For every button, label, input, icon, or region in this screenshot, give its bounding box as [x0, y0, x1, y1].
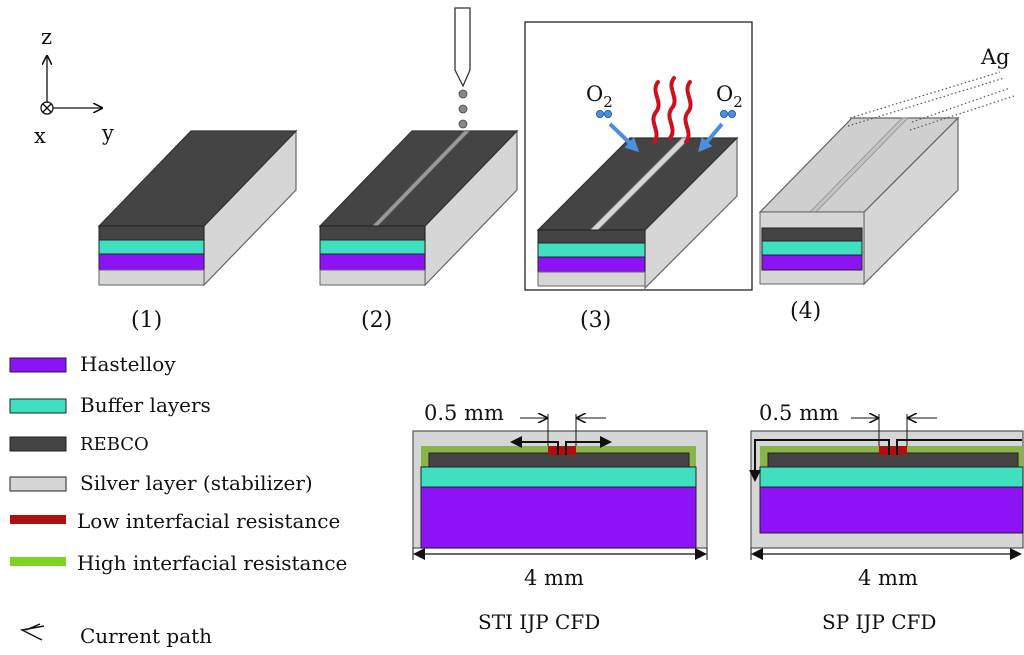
- legend-label-hastelloy: Hastelloy: [80, 352, 176, 376]
- legend: Hastelloy Buffer layers REBCO Silver lay…: [9, 352, 347, 648]
- tape-step-4: Ag: [758, 45, 1015, 286]
- droplet-icon: [458, 119, 468, 129]
- tape-step-1: [97, 129, 298, 287]
- heat-icon: [651, 76, 693, 144]
- gap-dimension-label: 0.5 mm: [759, 401, 839, 425]
- width-dimension-label: 4 mm: [524, 566, 584, 590]
- legend-label-buffer: Buffer layers: [80, 393, 211, 417]
- axis-y-label: y: [101, 121, 114, 145]
- step-1-label: (1): [131, 308, 162, 333]
- silver-deposition-beam: [847, 71, 1015, 131]
- current-path-icon: [19, 623, 45, 641]
- o2-left-label: O2: [586, 82, 613, 111]
- gap-dimension-label: 0.5 mm: [424, 401, 504, 425]
- current-path-arrow-right: [565, 436, 612, 455]
- oxygen-flow-arrow-right: [698, 122, 724, 153]
- legend-swatch-low-resistance: [10, 515, 66, 524]
- current-path-arrow-left: [749, 439, 890, 482]
- width-dimension-label: 4 mm: [858, 566, 918, 590]
- tape-step-2: [318, 7, 519, 287]
- inkjet-nozzle-icon: [454, 7, 471, 88]
- oxygen-molecule-icon: [720, 110, 729, 119]
- legend-swatch-high-resistance: [10, 557, 66, 566]
- legend-swatch-rebco: [9, 436, 67, 452]
- axis-x-label: x: [34, 124, 46, 148]
- legend-label-low-resistance: Low interfacial resistance: [77, 509, 340, 533]
- o2-right-label: O2: [716, 82, 743, 111]
- axis-z-label: z: [41, 25, 52, 49]
- legend-label-silver: Silver layer (stabilizer): [80, 471, 313, 495]
- oxygen-flow-arrow-left: [608, 122, 640, 153]
- step-2-label: (2): [361, 308, 392, 333]
- low-resistance-contact: [548, 446, 576, 455]
- silver-source-label: Ag: [980, 45, 1010, 69]
- current-path-arrow-left: [510, 436, 559, 455]
- oxygen-molecule-icon: [596, 110, 605, 119]
- legend-label-current-path: Current path: [80, 624, 212, 648]
- step-3-label: (3): [580, 308, 611, 333]
- cross-section-caption: SP IJP CFD: [822, 610, 936, 634]
- tape-step-3: O2 O2: [524, 21, 753, 291]
- cross-section-sti: 0.5 mm 4 mm STI IJP CFD: [412, 401, 708, 634]
- anneal-frame: [524, 21, 753, 291]
- legend-swatch-hastelloy: [9, 357, 67, 373]
- step-4-label: (4): [790, 299, 821, 324]
- cross-section-sp: 0.5 mm 4 mm SP IJP CFD: [749, 401, 1024, 634]
- legend-label-high-resistance: High interfacial resistance: [77, 551, 347, 575]
- legend-swatch-buffer: [9, 398, 67, 414]
- coordinate-axes: z x y: [34, 25, 114, 148]
- legend-label-rebco: REBCO: [80, 434, 149, 455]
- legend-swatch-silver: [9, 476, 67, 492]
- current-path-arrow-right: [896, 439, 1022, 455]
- cross-section-caption: STI IJP CFD: [478, 610, 600, 634]
- droplet-icon: [458, 89, 468, 99]
- low-resistance-contact: [879, 446, 907, 455]
- droplet-icon: [458, 104, 468, 114]
